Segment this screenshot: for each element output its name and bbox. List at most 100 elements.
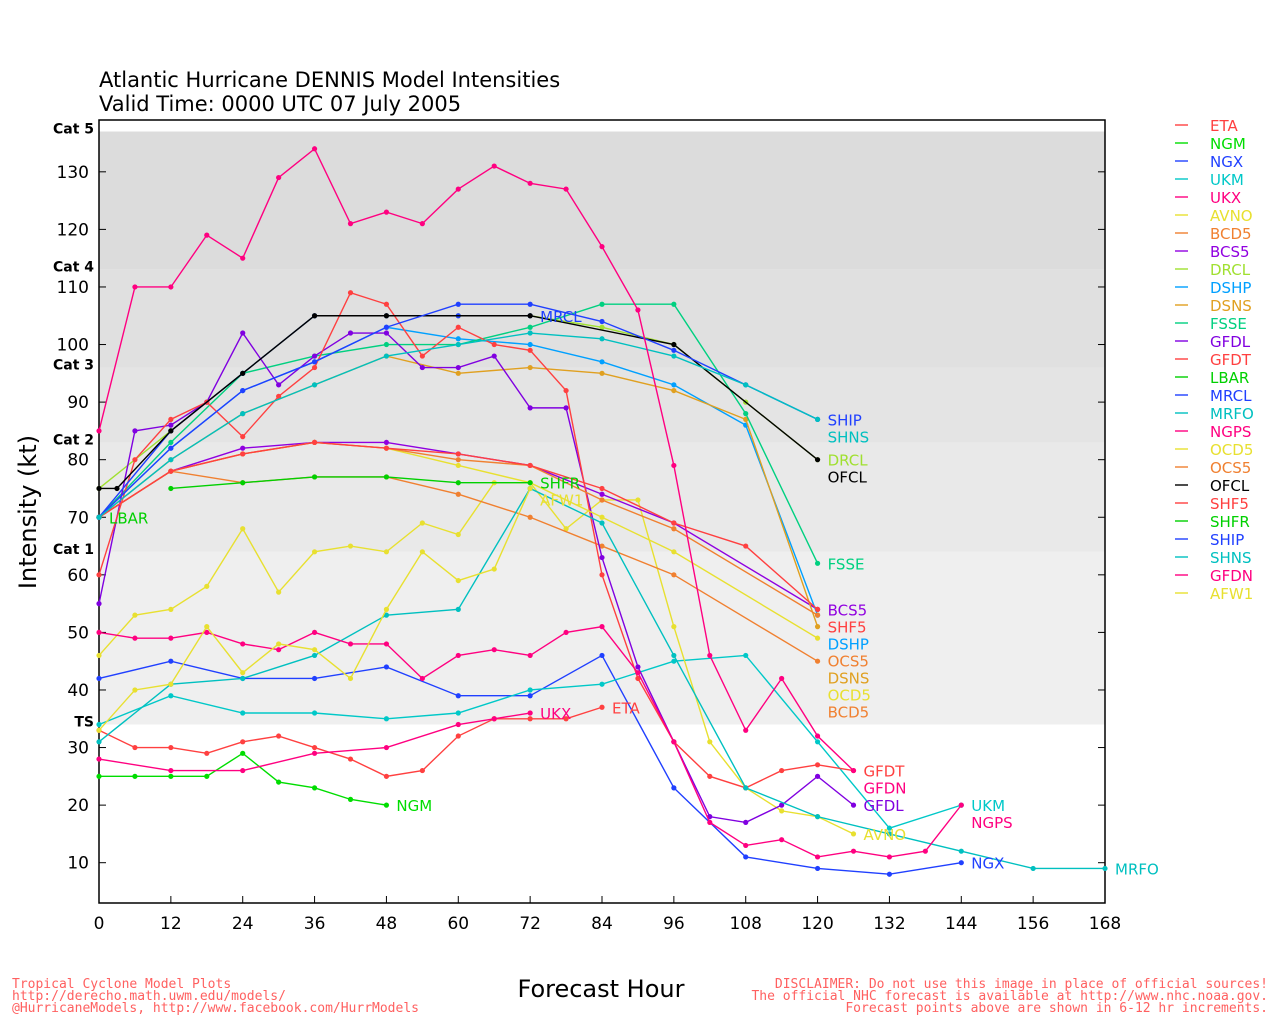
- data-point: [455, 491, 461, 497]
- series-end-label: SHF5: [828, 618, 867, 636]
- legend-entry: NGX: [1210, 153, 1243, 171]
- data-point: [132, 428, 138, 434]
- data-point: [240, 411, 246, 417]
- data-point: [671, 347, 677, 353]
- data-point: [599, 681, 605, 687]
- data-point: [114, 485, 120, 492]
- category-band: [99, 120, 1105, 132]
- series-line: [98, 482, 854, 835]
- data-point: [311, 647, 318, 653]
- series-end-label: AFW1: [540, 492, 583, 510]
- data-point: [599, 652, 605, 659]
- series-end-label: FSSE: [828, 555, 865, 573]
- data-point: [276, 382, 282, 388]
- data-point: [168, 635, 174, 641]
- data-point: [527, 514, 533, 520]
- series-end-label: LBAR: [109, 509, 148, 527]
- data-point: [671, 382, 677, 388]
- data-point: [96, 721, 102, 728]
- data-point: [96, 675, 102, 682]
- data-point: [311, 353, 318, 359]
- data-point: [240, 255, 246, 261]
- data-point: [779, 837, 785, 843]
- data-point: [347, 641, 354, 647]
- data-point: [527, 330, 533, 336]
- data-point: [958, 802, 964, 808]
- axes: 10 20 30 40 50 60 70 80 90 100 110 120 130 0 12 24 36 48 6…: [57, 119, 1121, 934]
- data-point: [599, 359, 605, 365]
- data-point: [527, 180, 533, 186]
- data-point: [96, 756, 102, 762]
- data-point: [671, 520, 677, 526]
- series-end-labels: ETA NGM NGX UKM UKX AVNO BCD5 BCS5 DRCL DSHP DSNS F…: [109, 308, 1159, 879]
- data-point: [671, 462, 677, 469]
- data-point: [276, 589, 282, 595]
- data-point: [599, 370, 605, 376]
- data-point: [671, 572, 677, 578]
- data-point: [491, 353, 497, 359]
- data-point: [814, 457, 821, 463]
- series-end-label: DSHP: [828, 635, 869, 653]
- legend-entry: SHFR: [1210, 513, 1250, 531]
- data-point: [455, 710, 461, 716]
- data-point: [527, 485, 533, 492]
- y-tick-label: 120: [57, 220, 89, 240]
- data-point: [743, 819, 749, 825]
- data-point: [168, 485, 174, 492]
- data-point: [311, 549, 318, 555]
- x-tick-label: 168: [1089, 914, 1121, 934]
- data-point: [96, 727, 102, 733]
- y-tick-label: 50: [67, 623, 89, 643]
- data-point: [527, 710, 533, 716]
- data-point: [814, 773, 821, 779]
- data-point: [383, 641, 390, 647]
- data-point: [707, 739, 713, 745]
- y-tick-label: 90: [67, 393, 89, 413]
- data-point: [743, 411, 749, 417]
- data-point: [814, 635, 821, 641]
- data-point: [635, 675, 641, 682]
- data-point: [1030, 865, 1036, 872]
- data-point: [599, 485, 605, 492]
- legend-entry: DRCL: [1210, 261, 1251, 279]
- data-point: [814, 658, 821, 664]
- data-point: [563, 716, 569, 722]
- data-point: [743, 854, 749, 860]
- data-point: [347, 543, 354, 549]
- data-point: [168, 658, 174, 664]
- legend-entry: NGPS: [1210, 423, 1251, 441]
- data-point: [240, 480, 246, 486]
- data-point: [455, 652, 461, 659]
- chart-subtitle: Valid Time: 0000 UTC 07 July 2005: [99, 92, 461, 116]
- data-point: [599, 244, 605, 250]
- data-point: [599, 704, 605, 710]
- y-tick-label: 110: [57, 278, 89, 298]
- data-point: [455, 462, 461, 469]
- data-point: [455, 451, 461, 457]
- data-point: [168, 468, 174, 474]
- data-point: [240, 739, 246, 745]
- data-point: [311, 474, 318, 480]
- data-point: [527, 652, 533, 659]
- series-end-label: AVNO: [864, 826, 907, 844]
- data-point: [168, 606, 174, 612]
- data-point: [455, 341, 461, 348]
- data-point: [455, 733, 461, 739]
- data-point: [347, 756, 354, 762]
- data-point: [419, 364, 425, 371]
- series-line: [98, 331, 854, 824]
- x-tick-label: 156: [1017, 914, 1049, 934]
- data-point: [527, 462, 533, 469]
- series-line: [98, 147, 854, 772]
- series-ukx: [96, 710, 533, 774]
- data-point: [383, 353, 390, 359]
- legend-entry: DSNS: [1210, 297, 1252, 315]
- series-afw1: [96, 485, 533, 733]
- y-tick-label: 60: [67, 566, 89, 586]
- data-point: [168, 422, 174, 428]
- data-point: [743, 727, 749, 733]
- category-band: [99, 269, 1105, 368]
- x-tick-label: 144: [945, 914, 977, 934]
- series-end-label: DSNS: [828, 669, 870, 687]
- data-point: [96, 773, 102, 779]
